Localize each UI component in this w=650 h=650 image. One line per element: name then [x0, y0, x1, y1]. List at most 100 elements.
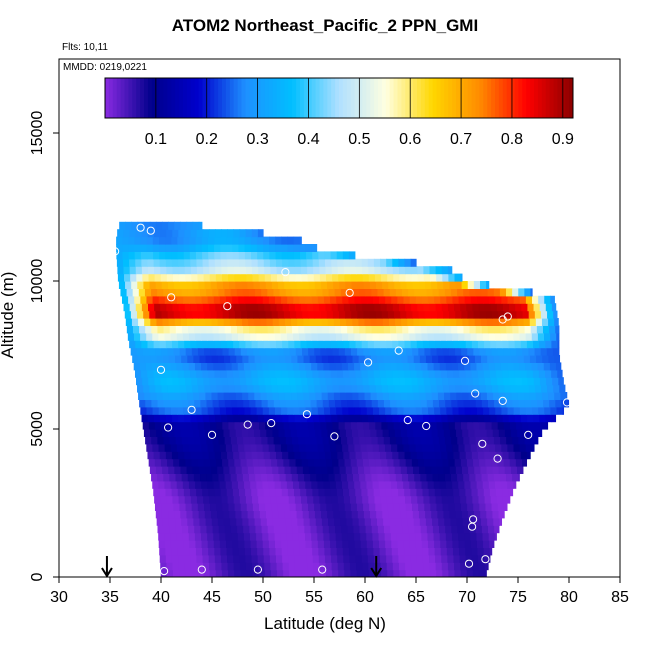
curtain-cell [283, 458, 291, 467]
curtain-cell [439, 525, 446, 534]
curtain-cell [323, 540, 331, 548]
curtain-cell [223, 517, 231, 526]
curtain-cell [484, 414, 491, 423]
curtain-cell [431, 466, 439, 474]
curtain-cell [400, 281, 408, 289]
curtain-cell [354, 295, 362, 304]
curtain-cell [425, 392, 433, 400]
curtain-cell [267, 325, 275, 334]
curtain-cell [229, 466, 237, 474]
curtain-cell [413, 429, 420, 437]
curtain-cell [373, 258, 381, 267]
curtain-cell [338, 384, 346, 393]
curtain-cell [531, 362, 539, 371]
curtain-cell [163, 325, 171, 334]
curtain-cell [200, 325, 207, 334]
curtain-cell [386, 303, 394, 312]
curtain-cell [427, 406, 435, 415]
curtain-cell [306, 451, 314, 460]
curtain-cell [317, 532, 325, 541]
curtain-cell [203, 458, 211, 467]
curtain-cell [487, 517, 494, 526]
curtain-cell [235, 318, 243, 326]
curtain-cell [143, 221, 151, 230]
curtain-cell [432, 399, 440, 408]
curtain-cell [360, 540, 368, 548]
curtain-cell [196, 369, 203, 378]
curtain-cell [313, 569, 321, 577]
curtain-cell [320, 310, 328, 319]
curtain-cell [320, 384, 328, 393]
curtain-cell [386, 562, 394, 571]
curtain-cell [268, 406, 276, 415]
curtain-cell [504, 310, 511, 319]
curtain-cell [222, 421, 230, 430]
curtain-cell [166, 273, 174, 282]
curtain-cell [279, 325, 287, 334]
curtain-cell [508, 451, 516, 460]
curtain-cell [431, 392, 439, 400]
curtain-cell [240, 377, 247, 386]
curtain-cell [208, 369, 216, 378]
curtain-cell [441, 340, 448, 349]
sample-point [403, 416, 412, 425]
curtain-cell [290, 310, 297, 319]
curtain-cell [489, 369, 497, 378]
curtain-cell [326, 503, 334, 511]
curtain-cell [360, 532, 367, 541]
curtain-cell [230, 517, 237, 526]
curtain-cell [509, 495, 511, 504]
curtain-cell [170, 540, 178, 548]
curtain-cell [159, 369, 167, 378]
curtain-cell [411, 273, 419, 282]
curtain-cell [255, 399, 263, 408]
curtain-cell [414, 473, 421, 482]
colorbar-swatch [233, 78, 239, 118]
curtain-cell [367, 554, 375, 563]
curtain-cell [242, 318, 249, 326]
curtain-cell [349, 266, 357, 275]
curtain-cell [361, 414, 369, 423]
curtain-cell [495, 406, 503, 415]
curtain-cell [377, 288, 385, 297]
colorbar-swatch [175, 78, 180, 118]
curtain-cell [354, 480, 361, 489]
curtain-cell [301, 562, 308, 571]
curtain-cell [432, 525, 440, 534]
curtain-cell [516, 421, 523, 430]
curtain-cell [308, 347, 315, 356]
curtain-cell [120, 288, 128, 297]
curtain-cell [365, 288, 372, 297]
curtain-cell [428, 547, 436, 556]
colorbar-swatch [428, 78, 434, 118]
curtain-cell [238, 332, 245, 341]
curtain-cell [507, 362, 514, 371]
curtain-cell [192, 221, 200, 230]
curtain-cell [156, 392, 164, 400]
curtain-cell [148, 273, 156, 282]
curtain-cell [189, 547, 197, 556]
sample-point [460, 356, 470, 365]
curtain-cell [158, 406, 166, 415]
curtain-cell [262, 406, 270, 415]
curtain-cell [162, 392, 170, 400]
curtain-cell [415, 295, 423, 304]
curtain-cell [517, 466, 524, 474]
sample-point [243, 420, 252, 429]
curtain-cell [190, 258, 198, 267]
curtain-cell [176, 362, 184, 371]
colorbar-swatch [225, 78, 231, 118]
curtain-cell [492, 429, 500, 437]
curtain-cell [273, 436, 281, 445]
curtain-cell [355, 414, 363, 423]
curtain-cell [297, 473, 305, 482]
curtain-cell [201, 406, 209, 415]
curtain-cell [282, 303, 290, 312]
curtain-cell [174, 392, 182, 400]
curtain-cell [260, 355, 268, 363]
curtain-cell [240, 503, 248, 511]
colorbar-swatch [342, 78, 348, 118]
curtain-cell [255, 525, 263, 534]
curtain-cell [348, 480, 355, 489]
curtain-cell [414, 325, 422, 334]
